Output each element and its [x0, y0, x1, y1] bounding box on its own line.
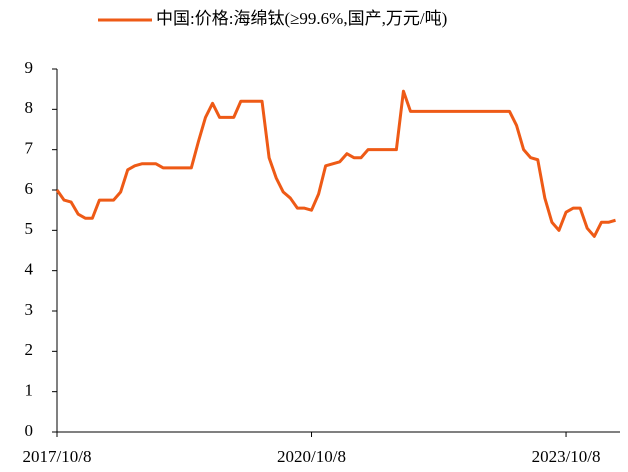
- y-tick-label: 3: [25, 300, 34, 319]
- y-tick-label: 1: [25, 381, 34, 400]
- y-tick-label: 2: [25, 340, 34, 359]
- legend-label: 中国:价格:海绵钛(≥99.6%,国产,万元/吨): [156, 9, 447, 28]
- y-tick-label: 6: [25, 179, 34, 198]
- y-tick-label: 0: [25, 421, 34, 440]
- y-tick-label: 5: [25, 219, 34, 238]
- x-tick-label: 2020/10/8: [277, 447, 346, 466]
- x-tick-label: 2023/10/8: [532, 447, 601, 466]
- y-tick-label: 4: [25, 260, 34, 279]
- y-tick-label: 8: [25, 98, 34, 117]
- y-tick-label: 7: [25, 139, 34, 158]
- y-tick-label: 9: [25, 58, 34, 77]
- line-series: [55, 89, 616, 238]
- x-tick-label: 2017/10/8: [23, 447, 92, 466]
